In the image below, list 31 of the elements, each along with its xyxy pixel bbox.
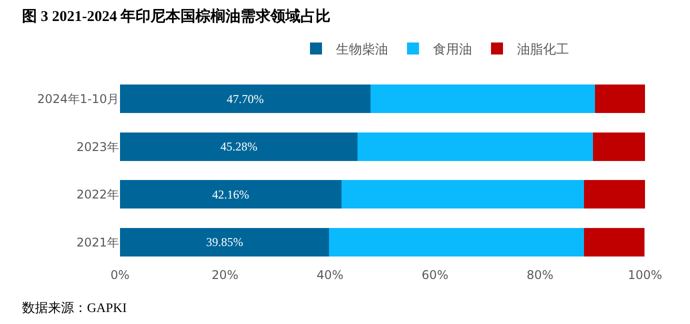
x-tick-label: 80% xyxy=(526,268,554,282)
legend-label: 生物柴油 xyxy=(336,42,388,58)
source-note: 数据来源：GAPKI xyxy=(22,300,127,315)
y-tick-label: 2024年1-10月 xyxy=(37,92,119,106)
bar xyxy=(120,84,370,114)
bar xyxy=(595,84,645,114)
legend-label: 油脂化工 xyxy=(517,42,569,58)
legend-label: 食用油 xyxy=(433,42,472,58)
bar xyxy=(584,228,645,256)
x-tick-label: 0% xyxy=(110,268,130,282)
y-tick-label: 2021年 xyxy=(76,235,119,250)
x-tick-label: 20% xyxy=(212,268,238,282)
data-label: 45.28% xyxy=(220,140,258,154)
y-tick-label: 2023年 xyxy=(76,140,119,154)
bar xyxy=(120,228,330,256)
data-label: 39.85% xyxy=(206,235,244,250)
data-label: 42.16% xyxy=(212,187,250,202)
bar xyxy=(358,132,593,161)
y-tick-label: 2022年 xyxy=(76,188,119,202)
bar xyxy=(120,180,342,209)
bar xyxy=(584,180,645,209)
chart-title: 图 3 2021-2024 年印尼本国棕榈油需求领域占比 xyxy=(22,7,331,25)
bar xyxy=(341,180,584,209)
x-tick-label: 60% xyxy=(422,268,448,282)
x-tick-label: 100% xyxy=(628,268,662,282)
bar xyxy=(370,84,596,114)
data-label: 47.70% xyxy=(226,92,264,106)
bar xyxy=(592,132,645,161)
bar xyxy=(120,132,358,161)
x-tick-label: 40% xyxy=(316,268,344,282)
bar xyxy=(329,228,584,256)
